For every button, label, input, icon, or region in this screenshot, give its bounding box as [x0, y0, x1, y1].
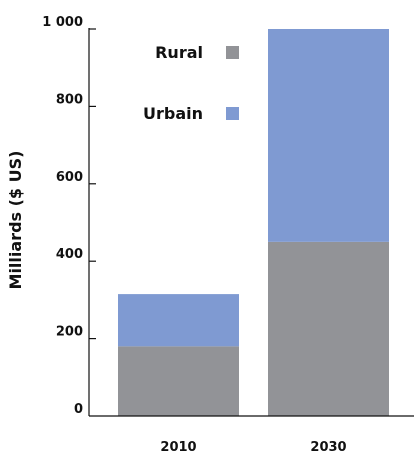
y-tick-label: 800 [56, 92, 83, 107]
y-axis-title: Milliards ($ US) [6, 151, 25, 290]
legend-label-rural: Rural [155, 43, 203, 62]
bar-urbain-2030 [268, 29, 389, 242]
legend-label-urbain: Urbain [143, 104, 203, 123]
axes-layer: 0 200 400 600 800 1 000 2010 2030 [42, 15, 414, 454]
legend-swatch-urbain [226, 107, 239, 120]
y-tick-label: 1 000 [42, 15, 83, 30]
y-tick-label: 400 [56, 247, 83, 262]
x-tick-label: 2010 [160, 440, 196, 454]
bar-rural-2030 [268, 241, 389, 416]
y-tick-label: 0 [74, 402, 83, 417]
y-tick-label: 200 [56, 325, 83, 340]
y-tick-label: 600 [56, 170, 83, 185]
bar-urbain-2010 [118, 294, 239, 347]
legend-swatch-rural [226, 46, 239, 59]
bars-layer [118, 29, 389, 416]
legend: Rural Urbain [143, 43, 239, 123]
bar-rural-2010 [118, 346, 239, 416]
x-tick-label: 2030 [310, 440, 346, 454]
